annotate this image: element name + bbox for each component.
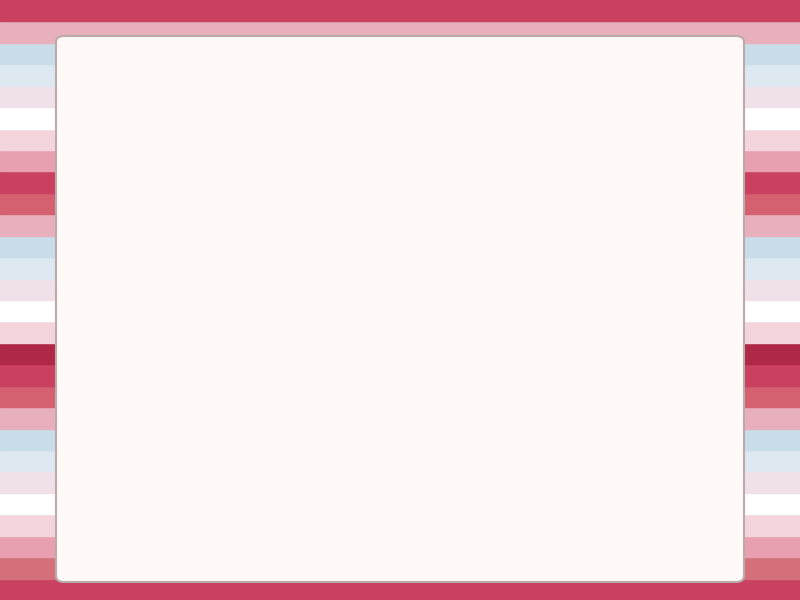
Text: - Can be used fpr printers or external: - Can be used fpr printers or external [68, 469, 637, 497]
Text: drives: drives [68, 526, 181, 554]
Text: Different types of Ports: Different types of Ports [66, 57, 734, 105]
Text: also known as: also known as [196, 202, 462, 235]
Text: - Requires a 25-pin male connector (DB-: - Requires a 25-pin male connector (DB- [68, 346, 681, 374]
Text: - Transfers data one byte at a time: - Transfers data one byte at a time [68, 277, 598, 305]
Text: 25M) on the cable: 25M) on the cable [68, 403, 364, 431]
Text: Parallel port: Parallel port [452, 202, 685, 235]
Text: DB-24F,: DB-24F, [68, 202, 211, 235]
